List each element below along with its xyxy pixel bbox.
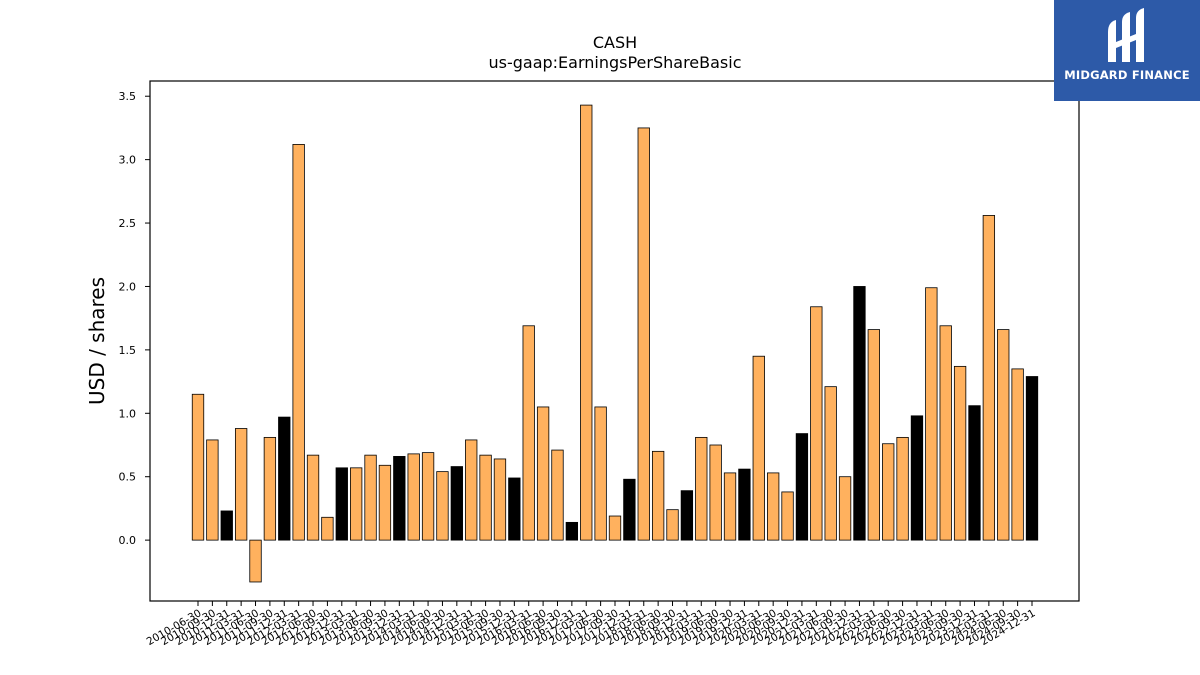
y-tick-label: 3.0	[119, 154, 137, 167]
bar	[206, 439, 219, 541]
bar	[723, 472, 737, 541]
bar	[781, 491, 794, 541]
bar	[623, 478, 636, 541]
bar	[565, 521, 579, 541]
bar	[594, 406, 607, 541]
y-tick-label: 1.0	[119, 407, 137, 420]
bar	[910, 415, 924, 541]
bar	[249, 539, 262, 583]
bar	[939, 325, 952, 541]
bar	[838, 476, 852, 541]
bar	[896, 436, 909, 541]
bar	[508, 477, 521, 541]
bar	[493, 458, 507, 541]
bar	[767, 472, 780, 541]
bar	[551, 449, 564, 541]
y-tick-label: 3.5	[119, 90, 137, 103]
bar	[608, 515, 622, 541]
bar	[450, 466, 463, 541]
bar	[666, 509, 679, 541]
y-axis: 0.0 0.5 1.0 1.5 2.0 2.5 3.0 3.5	[119, 90, 150, 547]
bar	[795, 433, 809, 541]
bar	[867, 329, 880, 541]
bar	[378, 464, 392, 541]
bar	[191, 393, 205, 541]
bar	[321, 516, 334, 541]
y-tick-label: 1.5	[119, 344, 137, 357]
y-tick-label: 2.5	[119, 217, 137, 230]
y-tick-label: 0.5	[119, 471, 137, 484]
bar	[637, 127, 650, 541]
bar	[479, 454, 492, 541]
bar	[810, 306, 823, 541]
bar	[738, 468, 751, 541]
bar	[968, 405, 981, 541]
bar	[234, 428, 248, 541]
bar	[982, 215, 996, 541]
plot-frame	[149, 80, 1080, 602]
midgard-logo-icon	[1108, 8, 1144, 62]
bar	[522, 325, 535, 541]
bar	[278, 416, 291, 541]
bar	[925, 287, 938, 541]
bar	[350, 467, 363, 541]
bar	[680, 490, 694, 541]
bar	[824, 386, 837, 541]
chart-subtitle: us-gaap:EarningsPerShareBasic	[488, 53, 741, 72]
bar	[306, 454, 320, 541]
bar	[1011, 368, 1024, 541]
bar	[220, 510, 233, 541]
bar	[651, 450, 665, 541]
y-tick-label: 2.0	[119, 280, 137, 293]
x-axis: 2010-06-302010-09-302010-12-312011-03-31…	[145, 601, 1038, 648]
bar	[580, 104, 593, 541]
bar	[882, 443, 895, 541]
bar	[335, 467, 348, 541]
bar	[709, 444, 722, 541]
bar	[421, 452, 435, 541]
bar	[393, 456, 406, 541]
logo-text: MIDGARD FINANCE	[1064, 68, 1190, 82]
bar	[407, 453, 420, 541]
bar	[536, 406, 550, 541]
bar	[263, 436, 277, 541]
bar	[695, 436, 708, 541]
bar	[997, 329, 1010, 541]
y-tick-label: 0.0	[119, 534, 137, 547]
bar	[436, 471, 449, 541]
bar	[752, 355, 765, 541]
chart-title: CASH	[593, 33, 637, 52]
bar	[853, 286, 866, 541]
bar	[1025, 376, 1039, 541]
y-axis-label: USD / shares	[85, 277, 109, 405]
bar	[364, 454, 377, 541]
bar	[292, 144, 305, 541]
company-logo: MIDGARD FINANCE	[1054, 0, 1200, 101]
bars-group	[191, 104, 1039, 583]
bar	[465, 439, 478, 541]
bar	[953, 365, 967, 541]
